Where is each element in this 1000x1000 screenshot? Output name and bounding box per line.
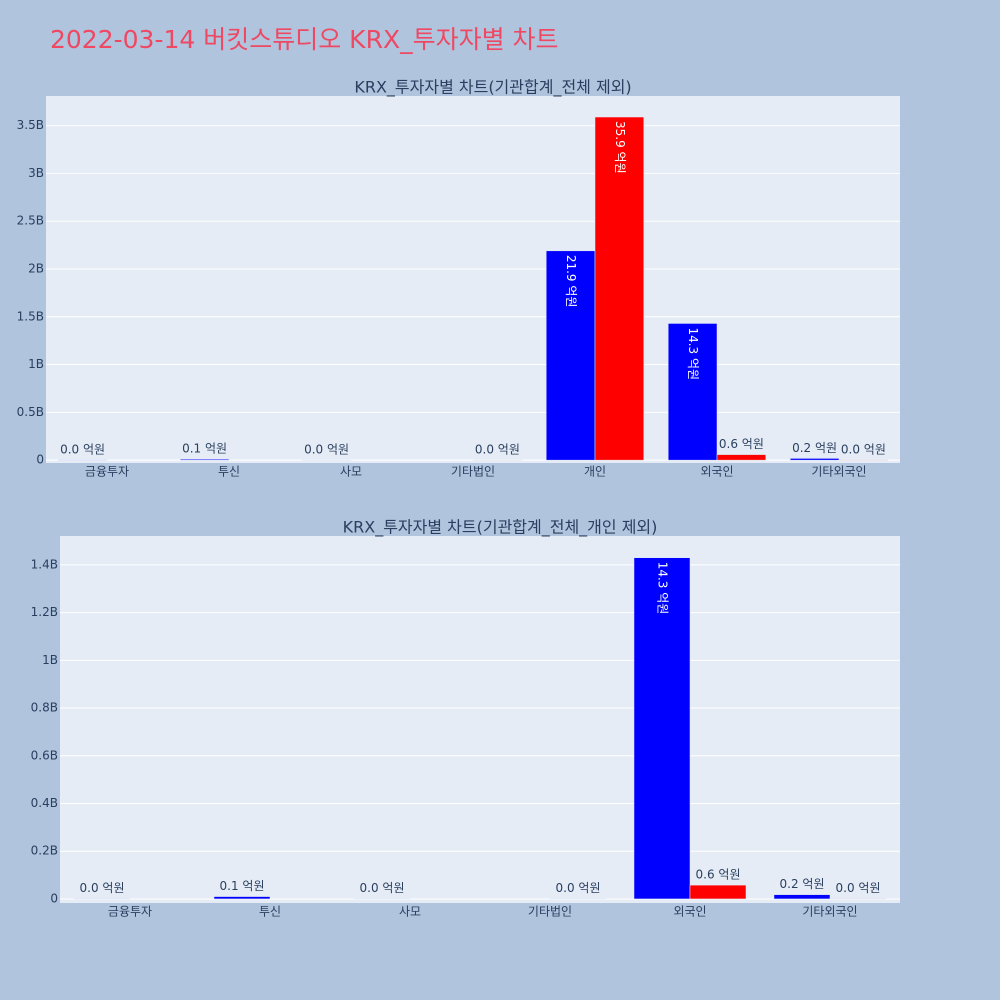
y-tick-label: 3.5B [17, 118, 44, 132]
y-tick-label: 2.5B [17, 214, 44, 228]
bar [633, 557, 691, 900]
chart-title: KRX_투자자별 차트(기관합계_전체_개인 제외) [343, 518, 658, 538]
bar-value-label: 0.0 억원 [556, 881, 601, 895]
bar [213, 896, 271, 900]
y-tick-label: 1.5B [17, 309, 44, 323]
bar [594, 116, 645, 461]
bar [716, 454, 767, 461]
bar-value-label: 0.2 억원 [780, 877, 825, 891]
bar [667, 323, 718, 461]
x-tick-label: 금융투자 [108, 905, 152, 919]
x-tick-label: 금융투자 [85, 465, 129, 479]
x-tick-label: 투신 [259, 905, 281, 919]
y-tick-label: 2B [28, 261, 44, 275]
y-tick-label: 1B [42, 653, 58, 667]
y-tick-label: 0.8B [31, 701, 58, 715]
bar-value-label: 0.0 억원 [360, 881, 405, 895]
bar-value-label: 0.2 억원 [792, 441, 837, 455]
x-tick-label: 기타법인 [528, 905, 572, 919]
y-tick-label: 0.2B [31, 844, 58, 858]
chart-title: KRX_투자자별 차트(기관합계_전체 제외) [354, 78, 631, 98]
bar-value-label: 0.0 억원 [475, 443, 520, 457]
x-tick-label: 기타외국인 [802, 905, 857, 919]
plot-area [60, 536, 900, 903]
bar-value-label: 14.3 억원 [686, 327, 700, 380]
plot-area [46, 96, 900, 463]
bar-value-label: 0.1 억원 [220, 879, 265, 893]
x-tick-label: 기타법인 [451, 465, 495, 479]
bar-value-label: 0.0 억원 [841, 442, 886, 456]
x-tick-label: 기타외국인 [811, 465, 866, 479]
x-tick-label: 외국인 [673, 905, 706, 919]
bar-value-label: 0.6 억원 [696, 868, 741, 882]
bar-value-label: 0.0 억원 [304, 443, 349, 457]
x-tick-label: 외국인 [700, 465, 733, 479]
x-tick-label: 개인 [584, 465, 606, 479]
page-title: 2022-03-14 버킷스튜디오 KRX_투자자별 차트 [50, 25, 559, 54]
y-tick-label: 1B [28, 357, 44, 371]
bar-value-label: 21.9 억원 [564, 255, 578, 308]
bar [773, 894, 831, 900]
bar-value-label: 14.3 억원 [656, 562, 670, 615]
y-tick-label: 0 [36, 453, 44, 467]
y-tick-label: 0.5B [17, 405, 44, 419]
y-tick-label: 0 [50, 891, 58, 905]
bar-value-label: 0.6 억원 [719, 437, 764, 451]
y-tick-label: 3B [28, 166, 44, 180]
bar-value-label: 35.9 억원 [613, 121, 627, 174]
bar [179, 458, 230, 461]
bar [789, 458, 840, 461]
bar [545, 250, 596, 461]
y-tick-label: 1.4B [31, 557, 58, 571]
bar-value-label: 0.1 억원 [182, 442, 227, 456]
x-tick-label: 투신 [218, 465, 240, 479]
y-tick-label: 0.6B [31, 748, 58, 762]
x-tick-label: 사모 [340, 465, 362, 479]
y-tick-label: 0.4B [31, 796, 58, 810]
y-tick-label: 1.2B [31, 605, 58, 619]
x-tick-label: 사모 [399, 905, 421, 919]
bar [689, 884, 747, 900]
bar-value-label: 0.0 억원 [80, 881, 125, 895]
bar-value-label: 0.0 억원 [60, 442, 105, 456]
bar-value-label: 0.0 억원 [836, 881, 881, 895]
